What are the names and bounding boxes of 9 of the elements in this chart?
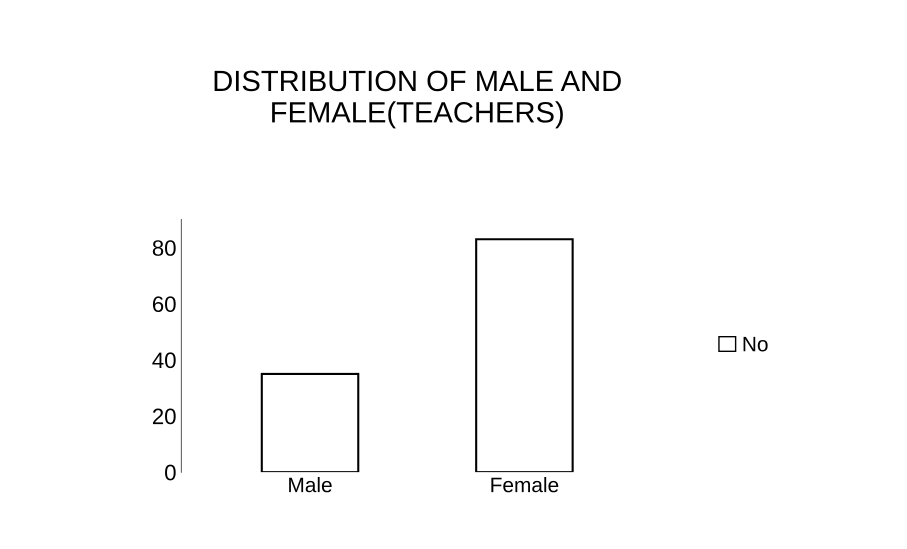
y-tick-label: 60: [152, 296, 176, 312]
chart-title: DISTRIBUTION OF MALE AND FEMALE(TEACHERS): [214, 70, 621, 128]
y-tick-label: 80: [152, 240, 176, 256]
x-tick-label: Female: [491, 477, 558, 492]
y-tick-label: 0: [165, 464, 176, 480]
y-tick-label: 40: [152, 352, 176, 368]
x-tick-label: Male: [289, 477, 332, 492]
legend-label: No: [744, 336, 768, 352]
y-tick-label: 20: [152, 408, 176, 424]
